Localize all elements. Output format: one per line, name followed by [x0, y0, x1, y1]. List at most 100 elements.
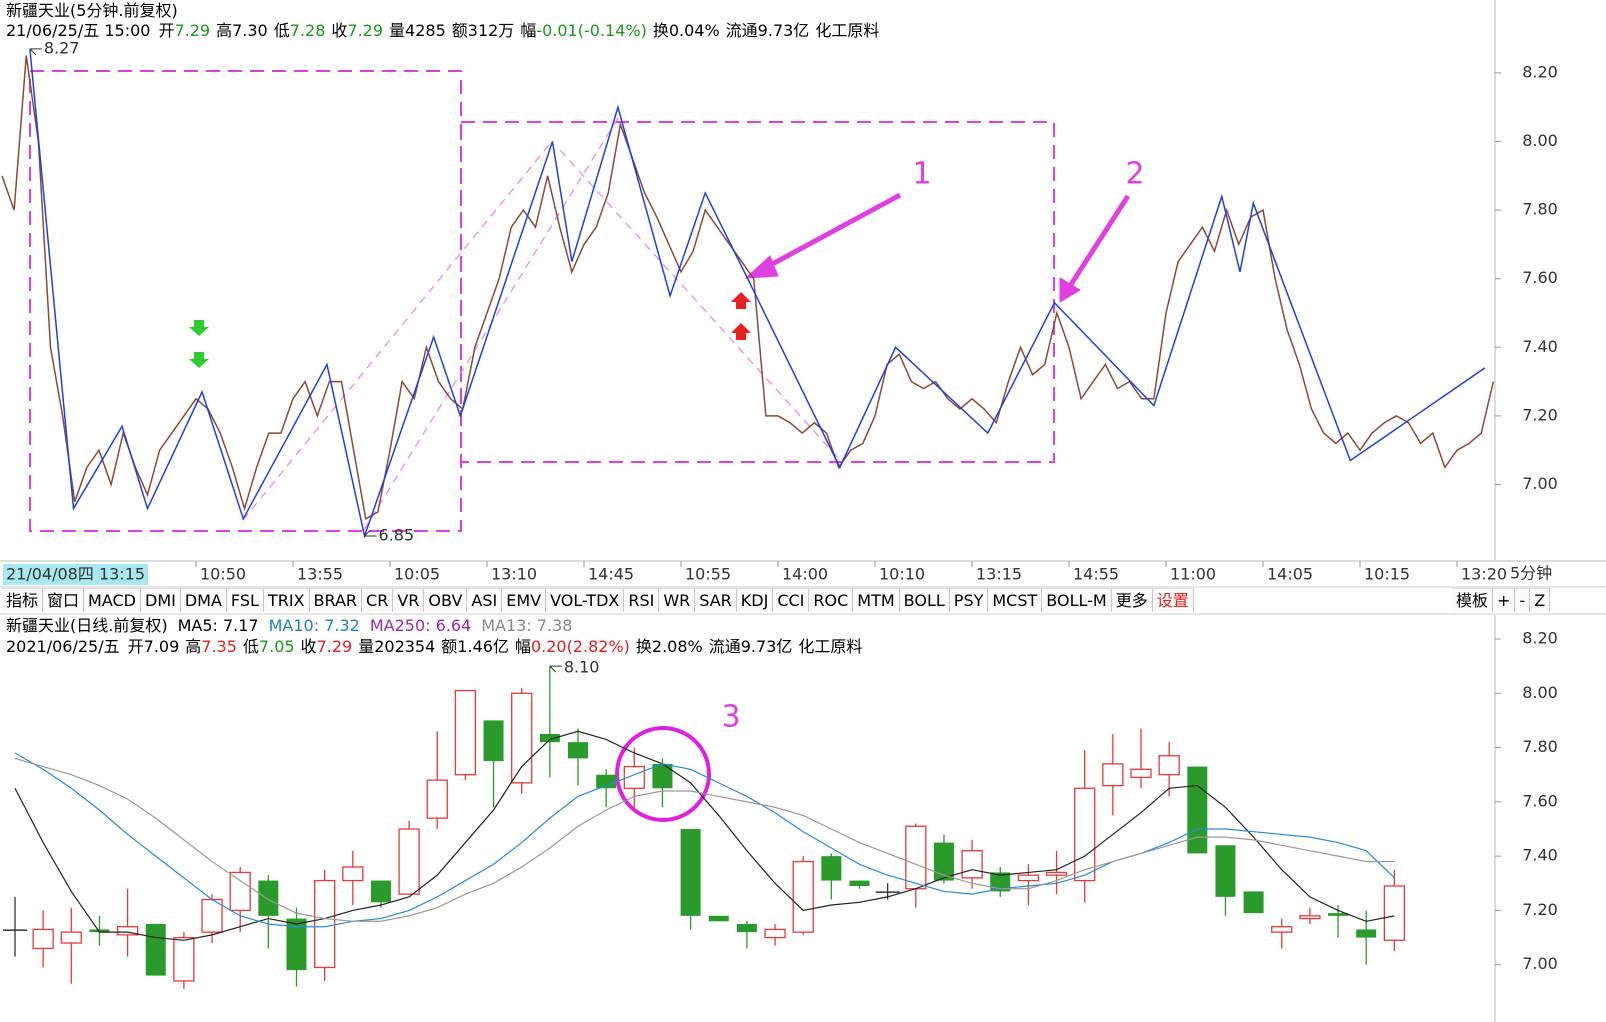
- tab[interactable]: PSY: [949, 588, 989, 612]
- info-value: 9.73亿: [757, 21, 810, 40]
- y-tick-label: 7.00: [1522, 474, 1558, 493]
- info-row: 21/06/25/五 15:00 开7.29 高7.30 低7.28 收7.29 量428…: [6, 21, 887, 41]
- signal-down: [189, 320, 209, 368]
- tab[interactable]: MCST: [988, 588, 1043, 612]
- annotation: 6.85: [379, 525, 415, 544]
- y-tick-label: 7.40: [1522, 337, 1558, 356]
- info-label: 高: [185, 637, 202, 656]
- tab[interactable]: 指标: [2, 588, 44, 612]
- info-label: 收: [331, 21, 348, 40]
- candle-body: [990, 872, 1011, 892]
- tab[interactable]: 更多: [1111, 588, 1153, 612]
- info-label: 幅: [514, 637, 531, 656]
- tab[interactable]: BOLL-M: [1042, 588, 1112, 612]
- tab[interactable]: DMA: [180, 588, 227, 612]
- tab[interactable]: BRAR: [309, 588, 363, 612]
- y-tick-label: 8.00: [1522, 683, 1558, 702]
- candle-body: [342, 866, 364, 882]
- callout: 2: [1125, 157, 1144, 192]
- highlight-circle: [615, 726, 711, 822]
- info-value: 312万: [467, 21, 515, 40]
- info-label: 量: [358, 637, 375, 656]
- tab[interactable]: 窗口: [43, 588, 85, 612]
- tab[interactable]: WR: [659, 588, 696, 612]
- candle-body: [1328, 913, 1349, 916]
- tab[interactable]: EMV: [502, 588, 547, 612]
- annotation: 8.27: [44, 38, 80, 57]
- tab[interactable]: VR: [393, 588, 425, 612]
- tab[interactable]: TRIX: [263, 588, 310, 612]
- channel-lines: [242, 117, 841, 531]
- candle-body: [875, 891, 900, 893]
- annotation-marker: [29, 48, 42, 56]
- candle-body: [313, 879, 336, 969]
- y-tick-label: 7.40: [1522, 846, 1558, 865]
- price-line: [1, 55, 1495, 521]
- candle-body: [736, 924, 757, 933]
- tool-button[interactable]: Z: [1530, 588, 1551, 612]
- y-tick-label: 8.00: [1522, 131, 1558, 150]
- candle-body: [89, 929, 110, 933]
- x-tick-label: 13:55: [297, 565, 343, 584]
- tab[interactable]: CR: [362, 588, 394, 612]
- candle-body: [145, 924, 166, 976]
- tool-button[interactable]: -: [1515, 588, 1531, 612]
- tab[interactable]: 设置: [1152, 588, 1194, 612]
- x-tick-label: 14:55: [1073, 565, 1119, 584]
- candle-body: [1045, 871, 1068, 876]
- y-tick-label: 7.20: [1522, 405, 1558, 424]
- annotation-marker: [549, 665, 562, 673]
- tab[interactable]: SAR: [695, 588, 737, 612]
- y-tick-label: 7.60: [1522, 791, 1558, 810]
- y-tick-label: 8.20: [1522, 62, 1558, 81]
- candle-body: [1215, 845, 1236, 897]
- info-label: 额: [451, 21, 468, 40]
- tab[interactable]: BOLL: [899, 588, 950, 612]
- tab[interactable]: OBV: [424, 588, 468, 612]
- candle-body: [258, 880, 279, 916]
- candle-body: [1187, 766, 1208, 854]
- tab[interactable]: FSL: [226, 588, 264, 612]
- tab[interactable]: VOL-TDX: [546, 588, 625, 612]
- tab[interactable]: MTM: [853, 588, 900, 612]
- tab[interactable]: MACD: [84, 588, 141, 612]
- ma-label: MA10: 7.32: [268, 616, 360, 635]
- tab[interactable]: RSI: [624, 588, 660, 612]
- tool-button[interactable]: +: [1493, 588, 1516, 612]
- candle-body: [708, 915, 729, 922]
- panel-title: 新疆天业(日线.前复权) MA5: 7.17 MA10: 7.32 MA250: 6.…: [6, 616, 576, 636]
- info-value: 2.08%: [651, 637, 703, 656]
- candle-body: [652, 763, 673, 789]
- tab[interactable]: CCI: [773, 588, 810, 612]
- candle-body: [32, 928, 54, 950]
- candle-body: [792, 860, 814, 933]
- callout: 3: [721, 700, 740, 735]
- ma-line: [14, 730, 1395, 941]
- info-value: 1.46亿: [457, 637, 509, 656]
- candle-body: [1299, 915, 1321, 920]
- info-value: 4285: [405, 21, 446, 40]
- y-tick-label: 7.80: [1522, 737, 1558, 756]
- info-label: 低: [242, 637, 259, 656]
- candle-body: [454, 689, 477, 776]
- info-label: 化工原料: [815, 21, 880, 40]
- tab[interactable]: ROC: [809, 588, 854, 612]
- tab[interactable]: KDJ: [736, 588, 774, 612]
- info-label: 额: [441, 637, 458, 656]
- info-label: 量: [389, 21, 406, 40]
- ma-label: MA5: 7.17: [177, 616, 259, 635]
- ma-line: [14, 757, 1395, 922]
- candle-body: [623, 765, 645, 789]
- info-value: 7.05: [258, 637, 295, 656]
- info-label: 流通: [708, 637, 741, 656]
- title: 新疆天业(5分钟.前复权): [6, 1, 178, 20]
- tab[interactable]: DMI: [141, 588, 181, 612]
- info-value: -0.01(-0.14%): [536, 21, 647, 40]
- candle-body: [483, 720, 504, 762]
- info-label: 换: [635, 637, 652, 656]
- tab[interactable]: ASI: [467, 588, 503, 612]
- tool-button[interactable]: 模板: [1452, 588, 1494, 612]
- candle-body: [539, 734, 560, 743]
